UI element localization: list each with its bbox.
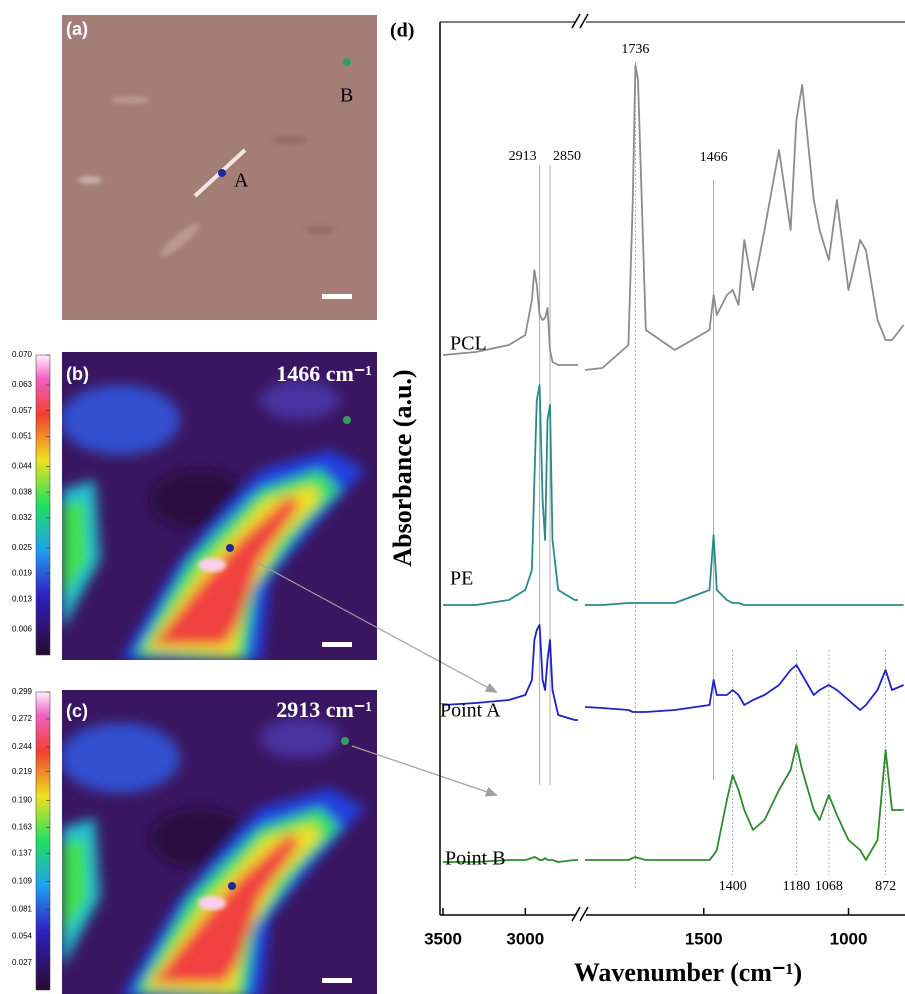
colorbar-tick-label: 0.190 [12, 796, 33, 805]
panel-a: (a) A B [62, 15, 377, 320]
point-a [218, 169, 226, 177]
peak-label: 1180 [783, 879, 810, 894]
colorbar-tick-label: 0.032 [12, 513, 33, 522]
scale-bar [322, 294, 352, 299]
x-tick-label: 1000 [830, 929, 868, 948]
colorbar-tick-label: 0.051 [12, 432, 33, 441]
colorbar-tick-label: 0.063 [12, 380, 33, 389]
peak-label: 1466 [700, 150, 728, 165]
break-mark [571, 13, 589, 922]
scale-bar [322, 642, 352, 647]
peak-label: 1736 [621, 42, 649, 57]
point-b [341, 737, 349, 745]
colorbar [35, 354, 51, 656]
x-axis-label: Wavenumber (cm⁻¹) [574, 958, 802, 987]
point-label: B [340, 85, 353, 107]
panel-label: (c) [66, 701, 88, 721]
axis-break [576, 905, 586, 925]
panel-title: 1466 cm⁻¹ [276, 361, 372, 386]
point-label: A [234, 170, 249, 192]
colorbar-tick-label: 0.219 [12, 767, 33, 776]
point-a [226, 544, 234, 552]
panel-label: (d) [390, 20, 414, 42]
colorbar-tick-label: 0.272 [12, 714, 33, 723]
colorbar-tick-label: 0.027 [12, 958, 33, 967]
panel-label: (a) [66, 19, 88, 39]
panel-label: (b) [66, 364, 89, 384]
colorbar-tick-label: 0.299 [12, 687, 33, 696]
point-a [228, 882, 236, 890]
peak-label: 1400 [719, 879, 747, 894]
colorbar-tick-label: 0.057 [12, 406, 33, 415]
micrograph [62, 15, 377, 320]
x-tick-label: 3500 [424, 929, 462, 948]
colorbar-tick-label: 0.244 [12, 742, 33, 751]
spectrum-line [443, 744, 904, 863]
series-label: PCL [450, 333, 487, 355]
colorbar-tick-label: 0.038 [12, 487, 33, 496]
series-label: Point B [445, 848, 506, 870]
panel-title: 2913 cm⁻¹ [276, 697, 372, 722]
arrow [351, 745, 498, 797]
x-tick-label: 3000 [506, 929, 544, 948]
colorbar-tick-label: 0.013 [12, 594, 33, 603]
point-b [343, 416, 351, 424]
colorbar-tick-label: 0.070 [12, 350, 33, 359]
peak-label: 2913 [509, 149, 537, 164]
axis-break [576, 12, 586, 32]
spectrum-line [442, 64, 905, 371]
colorbar-tick-label: 0.163 [12, 823, 33, 832]
spectrum-line [442, 624, 904, 721]
colorbar-tick-label: 0.006 [12, 624, 33, 633]
colorbar-tick-label: 0.137 [12, 849, 33, 858]
arrow [255, 561, 498, 693]
series-label: Point A [440, 700, 501, 722]
panel-c: (c) 2913 cm⁻¹ [35, 690, 377, 994]
heatmap [60, 352, 377, 660]
x-tick-label: 1500 [685, 929, 723, 948]
colorbar-tick-label: 0.019 [12, 569, 33, 578]
point-b [343, 58, 351, 66]
scale-bar [322, 978, 352, 983]
colorbar-tick-label: 0.054 [12, 931, 33, 940]
series-label: PE [450, 568, 473, 590]
peak-label: 872 [875, 879, 896, 894]
spectra-chart: (d) Absorbance (a.u.) Wavenumber (cm⁻¹) [388, 12, 905, 987]
colorbar-tick-label: 0.044 [12, 462, 33, 471]
peak-label: 2850 [553, 149, 581, 164]
peak-label: 1068 [815, 879, 843, 894]
colorbar-tick-label: 0.109 [12, 876, 33, 885]
heatmap [60, 690, 377, 994]
colorbar-tick-label: 0.081 [12, 904, 33, 913]
panel-b: (b) 1466 cm⁻¹ [35, 352, 377, 660]
colorbar [35, 691, 51, 991]
colorbar-tick-label: 0.025 [12, 543, 33, 552]
spectrum-line [443, 384, 904, 606]
y-axis-label: Absorbance (a.u.) [388, 369, 417, 566]
